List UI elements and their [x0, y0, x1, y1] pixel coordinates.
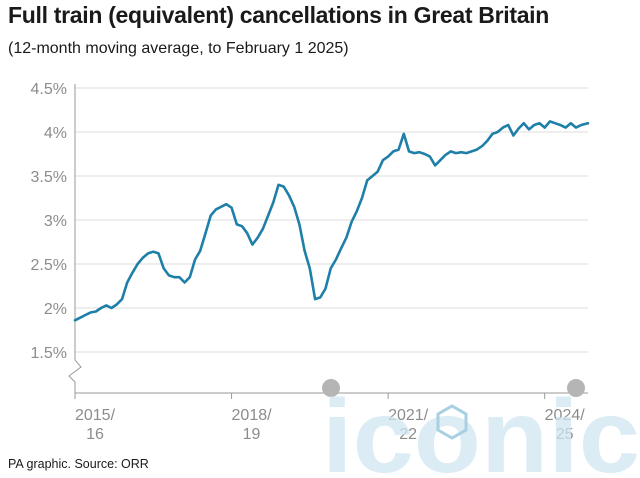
x-tick-label: 2015/16 — [75, 407, 116, 443]
gridlines — [75, 87, 588, 353]
y-tick-label: 4% — [44, 125, 67, 142]
y-tick-label: 4.5% — [31, 81, 67, 98]
x-tick-label: 2024/25 — [545, 407, 586, 443]
y-tick-labels: 1.5% 2% 2.5% 3% 3.5% 4% 4.5% — [31, 81, 67, 362]
watermark: iconic — [322, 379, 640, 478]
series-layer — [73, 120, 590, 322]
y-tick-label: 2% — [44, 301, 67, 318]
series-line-0 — [73, 120, 590, 322]
y-tick-label: 3% — [44, 213, 67, 230]
watermark-hexagon-icon — [436, 404, 468, 440]
x-tick-labels: 2015/16 2018/19 2021/22 2024/25 — [75, 407, 585, 443]
chart-title: Full train (equivalent) cancellations in… — [8, 2, 550, 28]
y-tick-label: 1.5% — [31, 345, 67, 362]
y-tick-label: 3.5% — [31, 169, 67, 186]
watermark-dot-right — [567, 379, 585, 397]
x-tick-label: 2021/22 — [388, 407, 429, 443]
watermark-dot-left — [322, 379, 340, 397]
source-note: PA graphic. Source: ORR — [8, 457, 149, 471]
y-tick-label: 2.5% — [31, 257, 67, 274]
x-tick-label: 2018/19 — [232, 407, 273, 443]
chart-subtitle: (12-month moving average, to February 1 … — [8, 40, 349, 57]
watermark-text: iconic — [322, 379, 640, 478]
y-axis — [68, 84, 82, 393]
